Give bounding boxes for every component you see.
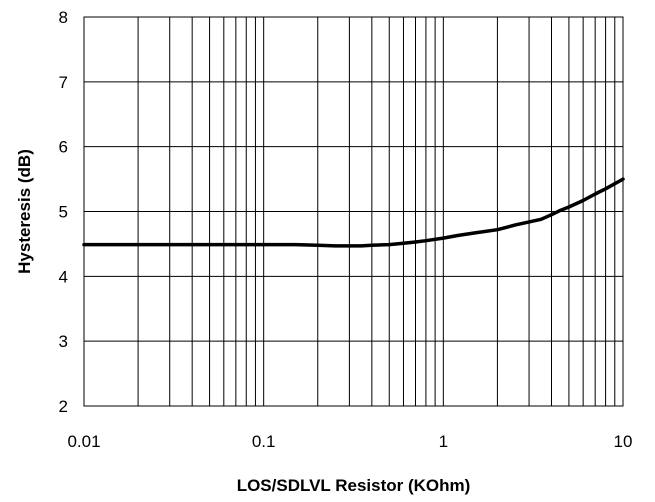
y-axis-title: Hysteresis (dB)	[15, 149, 34, 274]
x-tick-labels: 0.01 0.1 1 10	[67, 432, 632, 451]
y-tick-labels: 2 3 4 5 6 7 8	[59, 8, 68, 416]
series-line	[82, 177, 625, 248]
x-tick-label: 1	[439, 432, 448, 451]
x-axis-title: LOS/SDLVL Resistor (KOhm)	[237, 476, 471, 495]
y-tick-label: 3	[59, 332, 68, 351]
series-group	[82, 177, 625, 248]
x-tick-label: 10	[614, 432, 633, 451]
y-tick-label: 8	[59, 8, 68, 27]
x-tick-label: 0.1	[252, 432, 276, 451]
y-tick-label: 2	[59, 397, 68, 416]
y-tick-label: 5	[59, 203, 68, 222]
y-tick-label: 6	[59, 138, 68, 157]
grid	[83, 16, 623, 407]
y-tick-label: 7	[59, 73, 68, 92]
plot-frame	[83, 16, 624, 407]
x-tick-label: 0.01	[67, 432, 100, 451]
y-tick-label: 4	[59, 267, 68, 286]
